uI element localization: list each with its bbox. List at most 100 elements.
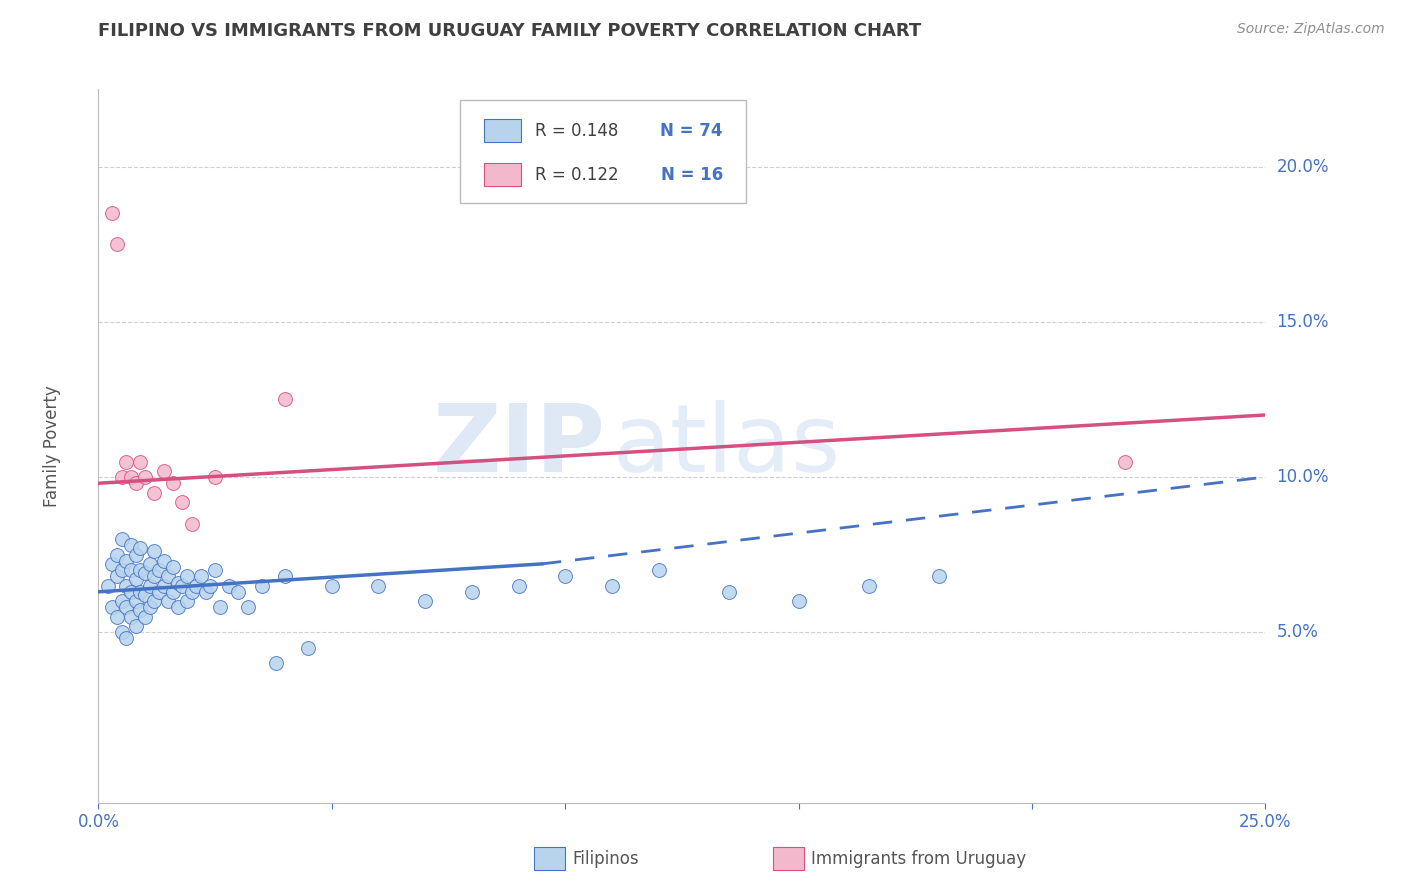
Text: N = 16: N = 16: [661, 166, 723, 184]
Point: [162, 560, 184, 574]
Point: [115, 600, 138, 615]
Point: [321, 579, 343, 593]
Text: R = 0.122: R = 0.122: [534, 166, 619, 184]
Point: [125, 573, 148, 587]
Point: [264, 656, 287, 670]
Point: [162, 584, 184, 599]
Point: [129, 584, 152, 599]
Point: [134, 588, 156, 602]
Point: [157, 569, 180, 583]
Point: [143, 544, 166, 558]
Point: [250, 579, 273, 593]
Text: ZIP: ZIP: [433, 400, 606, 492]
Point: [125, 619, 148, 633]
Point: [97, 579, 120, 593]
FancyBboxPatch shape: [484, 163, 520, 186]
Point: [101, 600, 124, 615]
Point: [115, 454, 138, 468]
Text: Family Poverty: Family Poverty: [42, 385, 60, 507]
Point: [111, 625, 134, 640]
Point: [858, 579, 880, 593]
Point: [186, 579, 208, 593]
Point: [143, 594, 166, 608]
FancyBboxPatch shape: [484, 120, 520, 142]
FancyBboxPatch shape: [460, 100, 747, 203]
Point: [274, 392, 297, 407]
Point: [139, 579, 162, 593]
Text: Source: ZipAtlas.com: Source: ZipAtlas.com: [1237, 22, 1385, 37]
Point: [120, 609, 142, 624]
Point: [148, 563, 170, 577]
Point: [461, 584, 484, 599]
Point: [120, 470, 142, 484]
Text: N = 74: N = 74: [661, 121, 723, 139]
Text: FILIPINO VS IMMIGRANTS FROM URUGUAY FAMILY POVERTY CORRELATION CHART: FILIPINO VS IMMIGRANTS FROM URUGUAY FAMI…: [98, 22, 922, 40]
Point: [204, 470, 226, 484]
Point: [125, 548, 148, 562]
Point: [297, 640, 319, 655]
Point: [105, 569, 128, 583]
Point: [204, 563, 226, 577]
Point: [111, 563, 134, 577]
Point: [120, 584, 142, 599]
Point: [143, 569, 166, 583]
Point: [176, 594, 198, 608]
Text: 10.0%: 10.0%: [1277, 468, 1329, 486]
Point: [105, 237, 128, 252]
Point: [139, 600, 162, 615]
Point: [111, 470, 134, 484]
Point: [166, 600, 188, 615]
Point: [152, 579, 174, 593]
Point: [115, 554, 138, 568]
Point: [111, 532, 134, 546]
Point: [134, 566, 156, 581]
Point: [367, 579, 389, 593]
Point: [115, 579, 138, 593]
Point: [717, 584, 740, 599]
Point: [200, 579, 222, 593]
Point: [139, 557, 162, 571]
Point: [208, 600, 231, 615]
Point: [180, 584, 202, 599]
Point: [236, 600, 259, 615]
Point: [180, 516, 202, 531]
Point: [129, 563, 152, 577]
Point: [157, 594, 180, 608]
Point: [120, 563, 142, 577]
Point: [190, 569, 212, 583]
Point: [176, 569, 198, 583]
Point: [274, 569, 297, 583]
Point: [152, 464, 174, 478]
Point: [120, 538, 142, 552]
Point: [101, 557, 124, 571]
Point: [600, 579, 623, 593]
Point: [105, 548, 128, 562]
Point: [148, 584, 170, 599]
Point: [218, 579, 240, 593]
Point: [152, 554, 174, 568]
Point: [101, 206, 124, 220]
Point: [115, 632, 138, 646]
Point: [787, 594, 810, 608]
Point: [647, 563, 669, 577]
Point: [162, 476, 184, 491]
Point: [129, 454, 152, 468]
Text: 5.0%: 5.0%: [1277, 624, 1319, 641]
Point: [228, 584, 250, 599]
Text: Immigrants from Uruguay: Immigrants from Uruguay: [811, 850, 1026, 868]
Point: [508, 579, 530, 593]
Point: [134, 470, 156, 484]
Text: 20.0%: 20.0%: [1277, 158, 1329, 176]
Point: [554, 569, 576, 583]
Point: [166, 575, 188, 590]
Point: [125, 476, 148, 491]
Point: [129, 603, 152, 617]
Point: [111, 594, 134, 608]
Point: [129, 541, 152, 556]
Point: [134, 609, 156, 624]
Text: R = 0.148: R = 0.148: [534, 121, 619, 139]
Point: [172, 495, 194, 509]
Point: [125, 594, 148, 608]
Point: [413, 594, 436, 608]
Point: [143, 485, 166, 500]
